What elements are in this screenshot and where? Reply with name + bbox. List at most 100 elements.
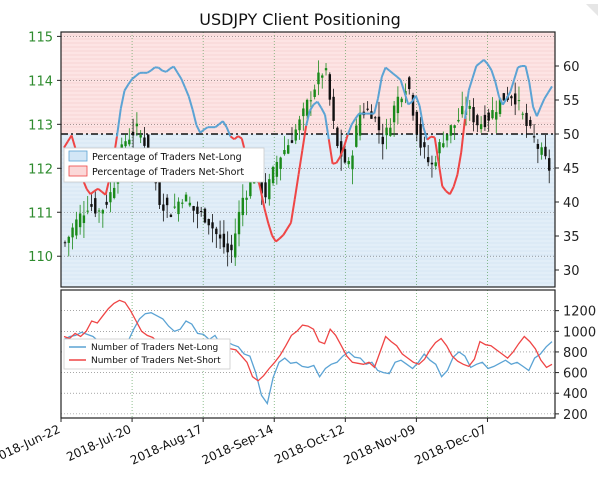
candle-body [351,156,353,170]
right-axis-tick-label: 30 [563,264,580,279]
candle-body [469,106,471,109]
candle-body [170,215,172,217]
left-axis-tick-label: 115 [28,30,53,45]
candle-body [86,211,88,212]
candle-body [245,198,247,200]
candle-body [166,198,168,205]
candle-body [382,137,384,144]
count-axis-tick-label: 1000 [563,325,596,340]
candle-body [332,97,334,121]
candle-body [83,215,85,223]
candle-body [431,163,433,165]
candle-body [124,141,126,146]
count-axis-tick-label: 600 [563,367,588,382]
candle-body [514,93,516,104]
candle-body [378,117,380,131]
candle-body [283,150,285,154]
right-axis-tick-label: 45 [563,162,580,177]
candle-body [272,167,274,183]
candle-body [219,235,221,239]
candle-body [529,120,531,126]
candle-body [211,222,213,228]
candle-body [71,228,73,238]
candle-body [177,202,179,214]
candle-body [540,147,542,155]
candle-body [503,93,505,100]
candle-body [533,136,535,137]
candle-body [132,132,134,135]
candle-body [510,96,512,98]
net-long-pct-segment [333,163,337,164]
candle-body [302,108,304,116]
candle-body [329,74,331,100]
candle-body [416,112,418,135]
legend-swatch-net-long [69,151,87,161]
candle-body [348,161,350,164]
candle-body [370,111,372,118]
left-axis-tick-label: 111 [28,206,53,221]
x-axis-tick-label: 2018-Dec-07 [412,422,488,468]
candle-body [427,157,429,162]
candle-body [90,204,92,207]
candle-body [109,192,111,202]
candle-body [143,138,145,146]
candle-body [181,203,183,204]
right-axis-tick-label: 55 [563,94,580,109]
legend-percentage: Percentage of Traders Net-Long Percentag… [64,148,264,182]
candle-body [374,117,376,118]
left-axis-tick-label: 113 [28,118,53,133]
candle-body [435,162,437,166]
candle-body [291,140,293,143]
candle-body [264,182,266,197]
candle-body [215,229,217,234]
candle-body [79,213,81,227]
candle-body [336,128,338,146]
x-axis-tick-label: 2018-Jun-22 [0,422,62,466]
candle-body [75,219,77,235]
x-axis-tick-label: 2018-Jul-20 [64,422,133,464]
left-axis-tick-label: 112 [28,162,53,177]
candle-body [98,211,100,212]
candle-body [298,119,300,130]
candle-body [226,243,228,252]
candle-body [442,143,444,147]
candle-body [102,210,104,213]
candle-body [192,206,194,211]
right-axis-tick-label: 60 [563,60,580,75]
candle-body [389,128,391,136]
candle-body [310,100,312,101]
candle-body [105,202,107,205]
candle-body [200,211,202,212]
candle-body [249,181,251,196]
candle-body [196,207,198,214]
candle-body [495,112,497,119]
right-axis-tick-label: 40 [563,196,580,211]
candle-body [313,90,315,97]
net-long-pct-segment [431,137,435,138]
candle-body [242,198,244,215]
legend-label-net-long-pct: Percentage of Traders Net-Long [92,152,242,163]
candle-body [223,234,225,247]
net-long-pct-segment [518,66,522,67]
candle-body [317,73,319,85]
candle-body [306,100,308,116]
candle-body [480,124,482,129]
right-axis-tick-label: 35 [563,230,580,245]
candle-body [400,99,402,102]
candle-body [450,125,452,135]
candle-body [185,195,187,202]
candle-body [522,114,524,115]
candle-body [518,100,520,101]
candle-body [113,188,115,198]
candle-body [128,140,130,145]
candle-body [279,158,281,169]
candle-body [64,242,66,243]
left-axis-tick-label: 114 [28,74,53,89]
candle-body [238,212,240,234]
candle-body [287,145,289,153]
legend-count: Number of Traders Net-Long Number of Tra… [64,339,230,369]
x-axis-tick-label: 2018-Sep-14 [200,422,276,467]
candle-body [537,144,539,149]
candle-body [139,135,141,138]
